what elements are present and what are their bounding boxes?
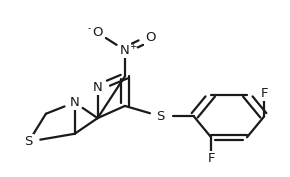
Text: N: N: [93, 81, 102, 94]
Text: -: -: [88, 24, 91, 33]
Text: F: F: [207, 152, 215, 165]
Text: +: +: [129, 42, 137, 51]
Text: N: N: [120, 44, 130, 57]
Text: S: S: [24, 135, 33, 148]
Text: S: S: [157, 110, 165, 123]
Text: O: O: [146, 32, 156, 44]
Text: N: N: [70, 96, 79, 109]
Text: F: F: [260, 87, 268, 100]
Text: O: O: [92, 26, 103, 39]
